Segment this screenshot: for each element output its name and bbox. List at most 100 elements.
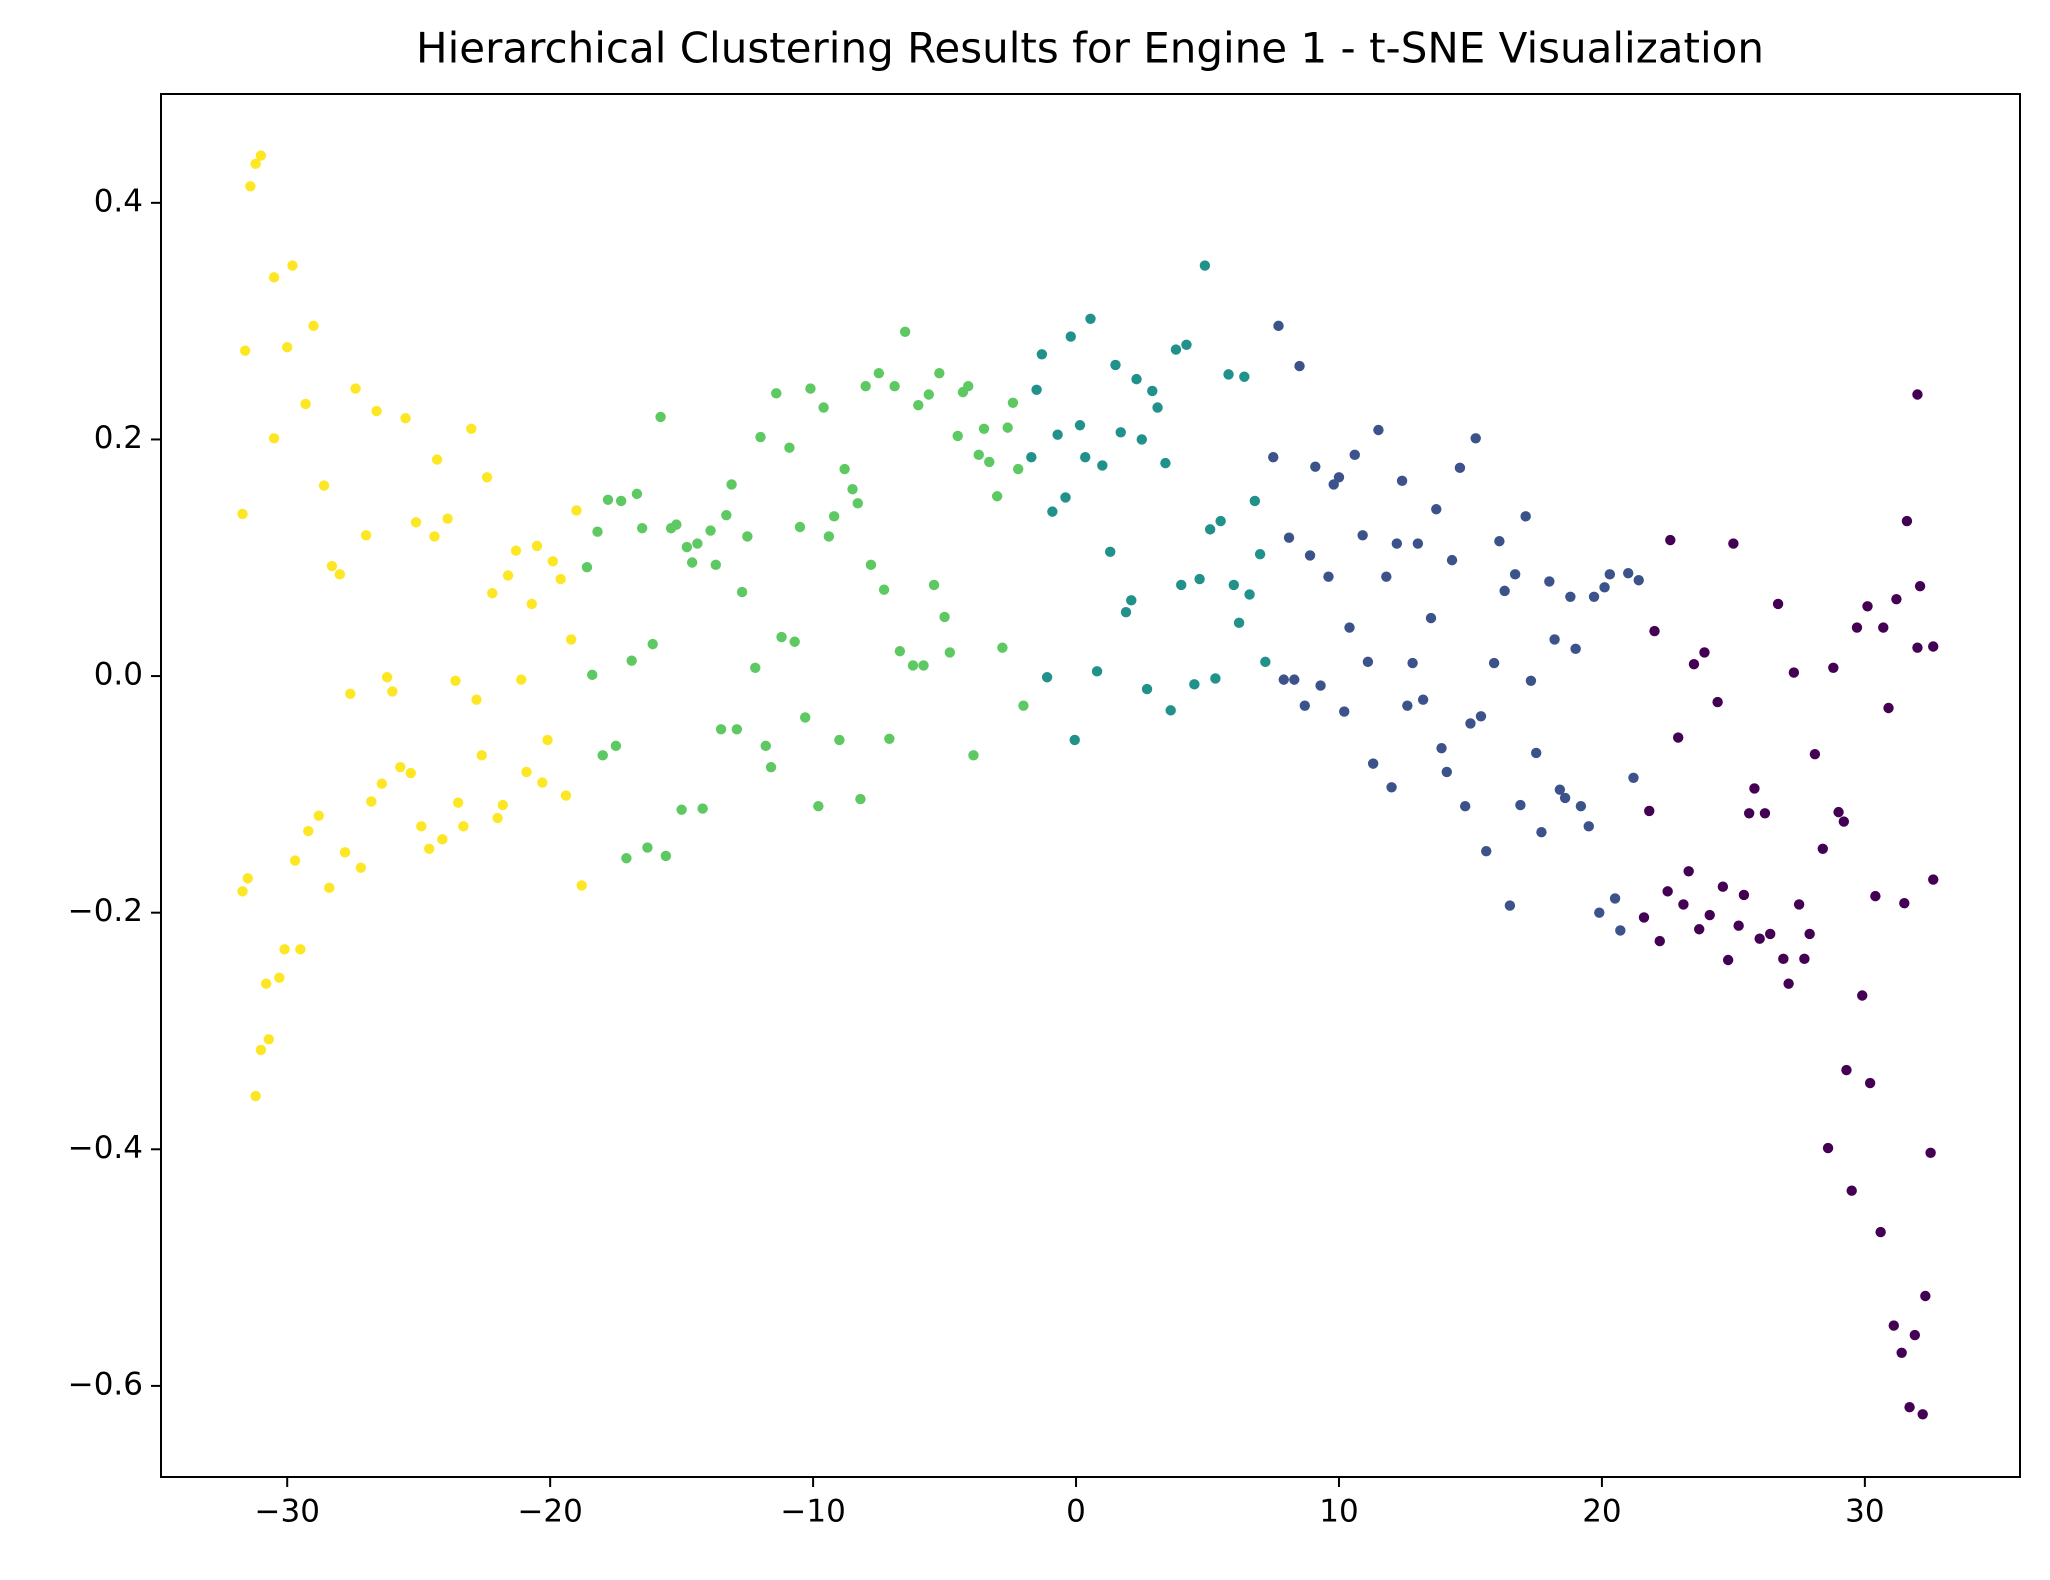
scatter-point xyxy=(345,688,356,700)
scatter-point xyxy=(1278,674,1289,685)
scatter-point xyxy=(387,686,398,697)
scatter-point xyxy=(1754,933,1765,944)
scatter-point xyxy=(1525,675,1537,686)
scatter-point xyxy=(944,647,956,658)
scatter-point xyxy=(1402,700,1413,711)
scatter-point xyxy=(481,472,493,483)
scatter-point xyxy=(963,381,974,392)
scatter-point xyxy=(1846,1185,1857,1196)
scatter-point xyxy=(1294,360,1305,372)
scatter-point xyxy=(466,423,477,435)
scatter-point xyxy=(1841,1064,1852,1076)
scatter-point xyxy=(1396,475,1408,487)
scatter-point xyxy=(1662,886,1673,897)
scatter-point xyxy=(1002,422,1013,433)
scatter-point xyxy=(973,449,984,461)
scatter-point xyxy=(997,642,1008,653)
scatter-point xyxy=(1565,591,1576,603)
scatter-point xyxy=(1717,881,1729,892)
scatter-point xyxy=(1544,576,1555,587)
scatter-point xyxy=(339,847,351,858)
scatter-point xyxy=(1268,452,1279,463)
scatter-point xyxy=(1041,672,1053,683)
scatter-point xyxy=(1583,821,1594,832)
scatter-point xyxy=(1520,511,1531,522)
scatter-point xyxy=(765,761,777,773)
scatter-point xyxy=(1323,571,1334,582)
scatter-point xyxy=(289,855,301,866)
scatter-point xyxy=(318,480,330,491)
scatter-point xyxy=(1912,642,1923,653)
scatter-point xyxy=(1065,331,1076,342)
scatter-point xyxy=(555,573,566,585)
scatter-point xyxy=(1228,579,1240,591)
scatter-point xyxy=(1412,538,1424,549)
scatter-point xyxy=(366,796,377,807)
scatter-point xyxy=(592,526,603,537)
scatter-point xyxy=(326,560,338,572)
scatter-point xyxy=(547,556,558,567)
scatter-point xyxy=(860,381,871,392)
scatter-point xyxy=(631,488,643,500)
scatter-point xyxy=(823,531,835,542)
scatter-point xyxy=(894,646,906,657)
scatter-point xyxy=(1170,344,1182,355)
scatter-point xyxy=(405,767,416,779)
scatter-point xyxy=(1289,674,1300,685)
scatter-point xyxy=(1488,657,1500,669)
scatter-point xyxy=(1441,766,1452,778)
scatter-point xyxy=(429,531,440,542)
scatter-point xyxy=(1339,706,1350,717)
scatter-point xyxy=(968,750,979,761)
scatter-point xyxy=(1783,978,1794,989)
scatter-point xyxy=(1633,575,1644,586)
x-tick-label: 0 xyxy=(1066,1494,1086,1530)
scatter-point xyxy=(1809,748,1821,760)
scatter-point xyxy=(1799,953,1810,965)
scatter-point xyxy=(621,853,632,864)
scatter-point xyxy=(400,412,411,424)
scatter-point xyxy=(1026,452,1037,463)
scatter-point xyxy=(1085,313,1096,324)
x-tick-label: 30 xyxy=(1845,1494,1884,1530)
scatter-point xyxy=(395,761,406,773)
scatter-point xyxy=(715,724,727,735)
x-tick-label: −20 xyxy=(517,1494,582,1530)
scatter-point xyxy=(442,513,453,524)
scatter-point xyxy=(1901,515,1913,527)
scatter-point xyxy=(671,519,682,530)
scatter-point xyxy=(771,388,782,399)
scatter-point xyxy=(1047,506,1058,517)
scatter-point xyxy=(852,498,863,509)
scatter-point xyxy=(642,842,653,853)
scatter-point xyxy=(1254,549,1266,560)
scatter-point xyxy=(1310,461,1321,472)
chart-title: Hierarchical Clustering Results for Engi… xyxy=(416,24,1764,73)
scatter-point xyxy=(1530,747,1542,759)
scatter-point xyxy=(1494,535,1505,547)
scatter-point xyxy=(705,525,716,536)
scatter-point xyxy=(755,431,766,443)
scatter-point xyxy=(1554,784,1566,795)
scatter-point xyxy=(655,411,666,423)
scatter-point xyxy=(471,694,482,705)
scatter-point xyxy=(789,636,800,647)
scatter-point xyxy=(1570,643,1581,655)
scatter-point xyxy=(1097,460,1108,471)
scatter-point xyxy=(1315,680,1326,691)
scatter-point xyxy=(313,810,324,821)
scatter-point xyxy=(1120,606,1132,618)
scatter-point xyxy=(991,491,1003,502)
scatter-point xyxy=(1465,718,1476,729)
scatter-point xyxy=(1283,532,1295,543)
scatter-point xyxy=(1194,573,1205,585)
scatter-point xyxy=(1060,492,1071,503)
scatter-point xyxy=(1260,656,1271,668)
scatter-point xyxy=(1436,743,1447,754)
scatter-point xyxy=(913,399,924,411)
scatter-point xyxy=(1722,954,1734,966)
scatter-point xyxy=(1080,452,1091,463)
scatter-point xyxy=(263,1034,275,1045)
scatter-point xyxy=(1367,758,1379,769)
